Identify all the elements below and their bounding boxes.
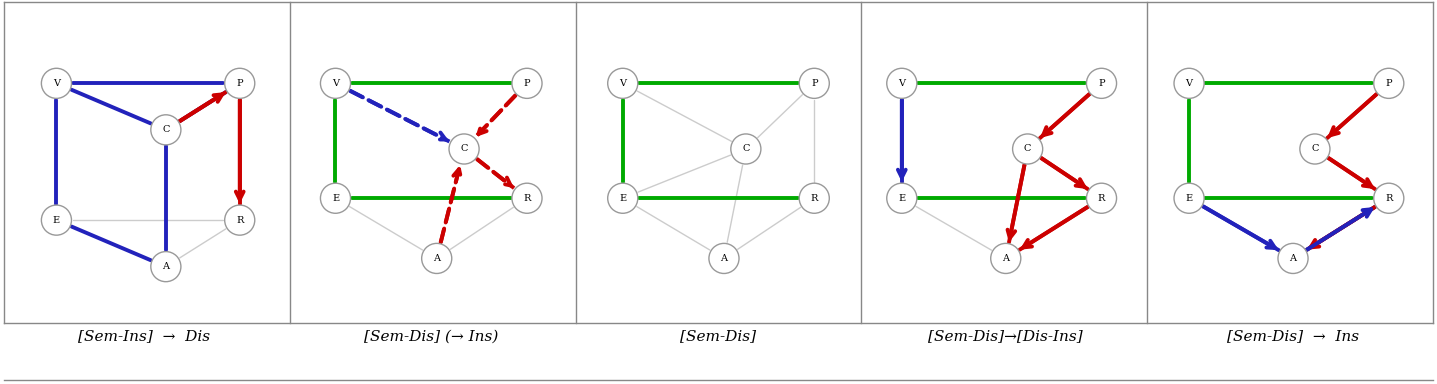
Circle shape <box>224 68 254 98</box>
Text: C: C <box>460 144 468 154</box>
Text: A: A <box>433 254 440 263</box>
Text: [Sem-Dis]: [Sem-Dis] <box>681 329 756 344</box>
Text: [Sem-Ins]  →  Dis: [Sem-Ins] → Dis <box>78 329 210 344</box>
Circle shape <box>799 183 829 213</box>
Text: E: E <box>1186 194 1193 203</box>
Text: P: P <box>810 79 818 88</box>
Circle shape <box>1086 68 1117 98</box>
Circle shape <box>421 243 451 273</box>
Text: A: A <box>162 262 170 271</box>
Circle shape <box>1277 243 1308 273</box>
Circle shape <box>731 134 762 164</box>
Circle shape <box>799 68 829 98</box>
Circle shape <box>608 68 638 98</box>
Circle shape <box>1174 183 1204 213</box>
Circle shape <box>512 68 542 98</box>
Text: C: C <box>741 144 750 154</box>
Text: V: V <box>619 79 627 88</box>
Text: V: V <box>332 79 339 88</box>
Circle shape <box>42 205 72 235</box>
Text: A: A <box>1002 254 1009 263</box>
Circle shape <box>224 205 254 235</box>
Text: A: A <box>1289 254 1296 263</box>
Circle shape <box>1013 134 1043 164</box>
Circle shape <box>1086 183 1117 213</box>
Text: R: R <box>523 194 530 203</box>
Text: R: R <box>810 194 818 203</box>
Text: [Sem-Dis]  →  Ins: [Sem-Dis] → Ins <box>1227 329 1359 344</box>
Text: R: R <box>1385 194 1392 203</box>
Text: C: C <box>1025 144 1032 154</box>
Circle shape <box>990 243 1020 273</box>
Circle shape <box>320 183 351 213</box>
Text: P: P <box>523 79 530 88</box>
Text: E: E <box>332 194 339 203</box>
Circle shape <box>320 68 351 98</box>
Circle shape <box>151 115 181 145</box>
Text: E: E <box>53 216 60 225</box>
Text: P: P <box>1098 79 1105 88</box>
Circle shape <box>1300 134 1331 164</box>
Text: V: V <box>898 79 905 88</box>
Circle shape <box>887 183 917 213</box>
Circle shape <box>512 183 542 213</box>
Text: E: E <box>898 194 905 203</box>
Text: C: C <box>1311 144 1319 154</box>
Text: [Sem-Dis]→[Dis-Ins]: [Sem-Dis]→[Dis-Ins] <box>928 329 1083 344</box>
Circle shape <box>1374 183 1404 213</box>
Circle shape <box>151 252 181 282</box>
Text: P: P <box>1385 79 1392 88</box>
Circle shape <box>1374 68 1404 98</box>
Circle shape <box>887 68 917 98</box>
Text: E: E <box>619 194 627 203</box>
Text: R: R <box>236 216 243 225</box>
Circle shape <box>1174 68 1204 98</box>
Circle shape <box>608 183 638 213</box>
Text: C: C <box>162 125 170 134</box>
Circle shape <box>448 134 479 164</box>
Text: A: A <box>720 254 727 263</box>
Text: [Sem-Dis] (→ Ins): [Sem-Dis] (→ Ins) <box>364 329 499 344</box>
Text: V: V <box>53 79 60 88</box>
Text: P: P <box>237 79 243 88</box>
Circle shape <box>42 68 72 98</box>
Circle shape <box>708 243 739 273</box>
Text: R: R <box>1098 194 1105 203</box>
Text: V: V <box>1186 79 1193 88</box>
